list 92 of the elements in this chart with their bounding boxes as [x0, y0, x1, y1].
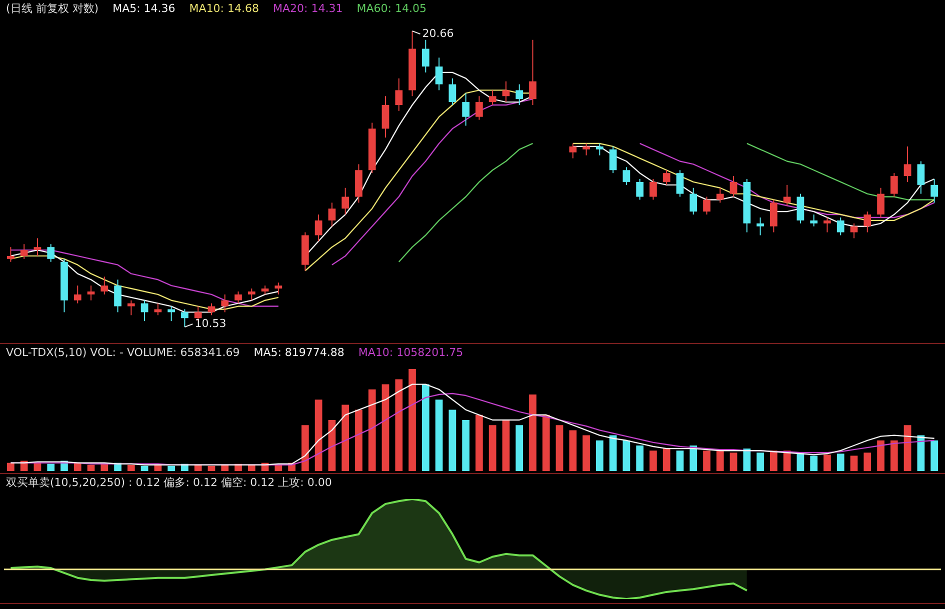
bar [314, 400, 322, 471]
text: MA20: 14.31 [273, 2, 343, 15]
candlestick [274, 282, 282, 295]
bar [716, 450, 724, 471]
candlestick [114, 279, 122, 313]
bar [516, 425, 524, 471]
bar [890, 440, 898, 471]
bar [100, 464, 108, 471]
bar [582, 435, 590, 471]
bar [622, 440, 630, 471]
candlestick [20, 244, 28, 260]
candlestick [516, 84, 524, 106]
candlestick [100, 276, 108, 295]
bar [650, 450, 657, 471]
candlestick [248, 288, 256, 301]
bar [422, 384, 430, 471]
bar [770, 450, 778, 471]
bar [127, 464, 135, 471]
bar [676, 450, 684, 471]
bar [395, 379, 403, 471]
bar [756, 452, 764, 471]
candlestick [74, 285, 82, 304]
text: MA60: 14.05 [356, 2, 426, 15]
bar [529, 394, 536, 471]
candlestick [582, 142, 590, 156]
candlestick [662, 170, 670, 186]
annotation: 20.66 [422, 26, 454, 40]
bar [609, 435, 617, 471]
bar [917, 435, 925, 471]
bar [636, 446, 644, 471]
chart-title: (日线 前复权 对数) [6, 1, 99, 16]
bar [904, 425, 912, 471]
candlestick [756, 216, 764, 236]
bar [302, 425, 309, 471]
chart-title: VOL-TDX(5,10) VOL: - VOLUME: 658341.69 [6, 346, 240, 359]
candlestick [355, 164, 362, 204]
bar [662, 448, 670, 471]
bar [836, 454, 844, 471]
bar [408, 369, 416, 471]
bar [690, 446, 698, 471]
candlestick [810, 214, 818, 227]
candlestick [7, 246, 14, 262]
bar [877, 440, 884, 471]
text: MA5: 14.36 [112, 2, 176, 15]
bar [703, 450, 710, 471]
candlestick [127, 300, 135, 316]
candlestick [488, 90, 496, 106]
candlestick [181, 308, 188, 328]
bar [743, 448, 751, 471]
bar [930, 440, 938, 471]
text: MA5: 819774.88 [254, 346, 344, 359]
text: MA10: 14.68 [189, 2, 260, 15]
candlestick [596, 142, 604, 156]
bar [382, 384, 390, 471]
bar [168, 466, 176, 471]
bar [488, 425, 496, 471]
bar [502, 420, 510, 471]
bar [542, 414, 550, 471]
bar [596, 440, 604, 471]
bar [208, 466, 216, 471]
annotation: 10.53 [194, 316, 226, 330]
bar [556, 425, 564, 471]
candlestick [917, 160, 925, 194]
text: MA10: 1058201.75 [358, 346, 464, 359]
bar [74, 462, 82, 471]
candlestick [770, 199, 778, 233]
bar [7, 462, 14, 471]
bar [342, 404, 350, 471]
bar [730, 452, 738, 471]
chart-title: 双买单卖(10,5,20,250) : 0.12 偏多: 0.12 偏空: 0.12 上攻: 0.00 [6, 475, 332, 490]
bar [850, 456, 858, 471]
bar [140, 466, 148, 471]
candlestick [234, 290, 242, 304]
bar [248, 464, 256, 471]
candlestick [569, 142, 577, 159]
bar [448, 410, 456, 471]
bar [476, 414, 483, 471]
bar [368, 389, 376, 471]
bar [194, 464, 202, 471]
bar [864, 452, 872, 471]
bar [569, 430, 577, 471]
bar [824, 454, 831, 471]
bar [810, 456, 818, 471]
bar [462, 420, 470, 471]
bar [221, 464, 229, 471]
bar [47, 464, 55, 471]
candlestick [221, 294, 229, 313]
bar [435, 400, 443, 471]
bar [87, 464, 95, 471]
candlestick [824, 216, 831, 233]
candlestick [168, 306, 176, 322]
bar [355, 410, 362, 471]
